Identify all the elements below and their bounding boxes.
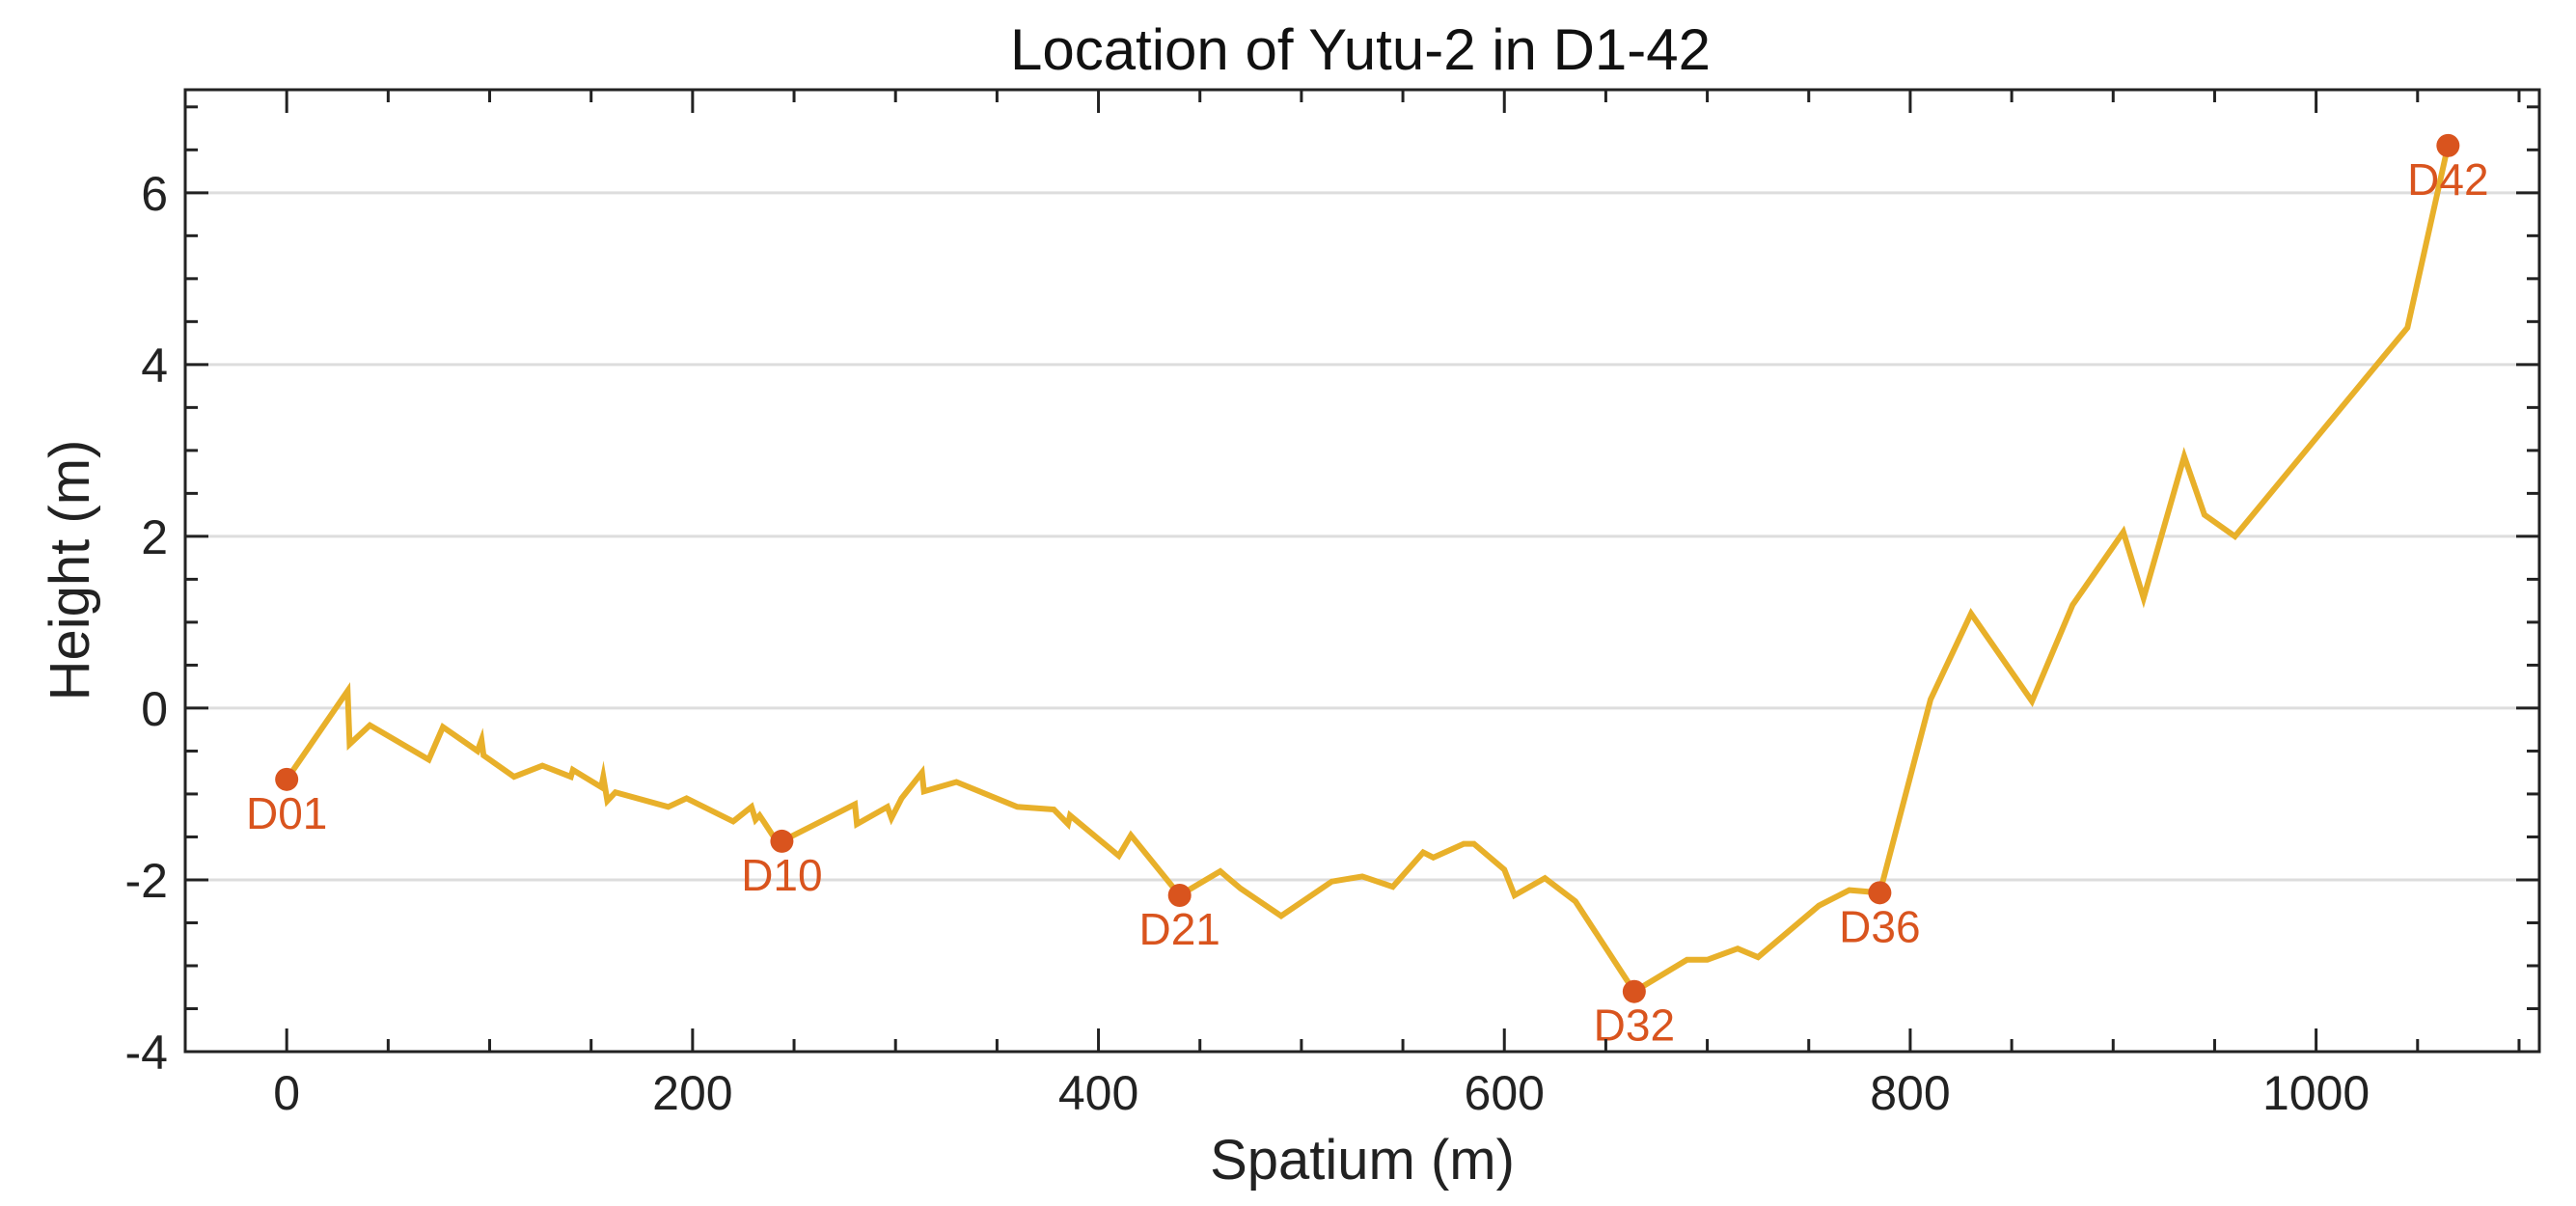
series-line-0	[284, 145, 2452, 996]
y-tick-label-1: -2	[125, 854, 168, 908]
marker-label-d21: D21	[1138, 904, 1219, 954]
x-tick-labels: 0 200 400 600 800 1000	[273, 1066, 2370, 1120]
marker-point-d10	[770, 829, 794, 853]
chart-title: Location of Yutu-2 in D1-42	[1010, 17, 1711, 82]
y-axis-label: Height (m)	[39, 440, 101, 701]
marker-point-d36	[1868, 881, 1892, 905]
marker-point-d42	[2436, 133, 2460, 157]
marker-label-d10: D10	[741, 850, 822, 900]
x-tick-label-0: 0	[273, 1066, 300, 1120]
marker-point-d32	[1622, 979, 1646, 1003]
x-tick-label-1: 200	[652, 1066, 732, 1120]
marker-point-d01	[275, 767, 299, 791]
marker-label-d36: D36	[1839, 901, 1920, 951]
marker-label-d01: D01	[246, 788, 327, 838]
y-tick-label-3: 2	[141, 510, 168, 564]
y-tick-label-2: 0	[141, 682, 168, 736]
data-line-layer	[284, 145, 2452, 996]
y-tick-label-4: 4	[141, 339, 168, 393]
y-tick-labels: -4 -2 0 2 4 6	[125, 167, 168, 1080]
grid-lines	[185, 191, 2539, 882]
marker-point-d21	[1167, 883, 1192, 907]
y-tick-label-5: 6	[141, 167, 168, 221]
x-tick-label-3: 600	[1465, 1066, 1545, 1120]
y-tick-label-0: -4	[125, 1026, 168, 1080]
x-tick-label-2: 400	[1058, 1066, 1138, 1120]
x-axis-label: Spatium (m)	[1210, 1129, 1515, 1192]
x-tick-label-4: 800	[1870, 1066, 1950, 1120]
plot-frame	[183, 88, 2541, 1054]
x-tick-label-5: 1000	[2262, 1066, 2370, 1120]
axis-ticks	[183, 90, 2539, 1054]
marker-label-d42: D42	[2407, 154, 2488, 205]
